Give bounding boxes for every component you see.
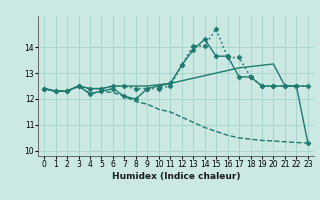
X-axis label: Humidex (Indice chaleur): Humidex (Indice chaleur)	[112, 172, 240, 181]
